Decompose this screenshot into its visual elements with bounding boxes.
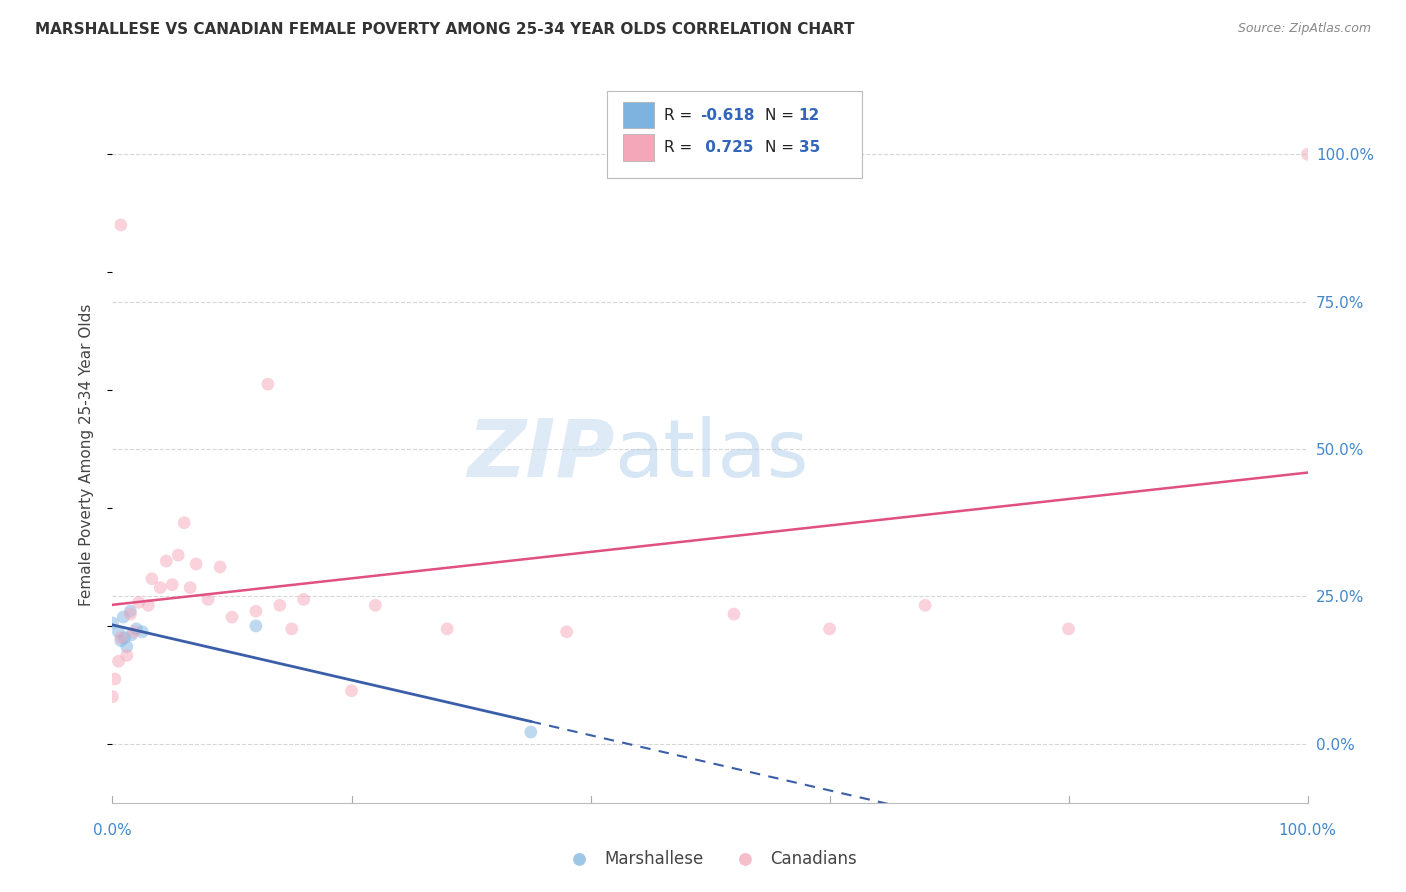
Point — [149, 581, 172, 595]
Text: ZIP: ZIP — [467, 416, 614, 494]
Text: N =: N = — [765, 108, 799, 122]
Point — [520, 725, 543, 739]
Point — [122, 624, 145, 639]
Point — [167, 548, 190, 562]
Point — [364, 599, 387, 613]
Point — [208, 560, 231, 574]
Point — [104, 672, 127, 686]
Point — [179, 581, 201, 595]
Point — [112, 610, 135, 624]
Point — [436, 622, 458, 636]
Text: 35: 35 — [799, 140, 820, 154]
Legend: Marshallese, Canadians: Marshallese, Canadians — [557, 843, 863, 874]
Point — [1296, 147, 1319, 161]
Point — [101, 690, 124, 704]
Point — [110, 218, 132, 232]
Point — [107, 624, 129, 639]
Text: 0.725: 0.725 — [700, 140, 754, 154]
Point — [914, 599, 936, 613]
Text: R =: R = — [664, 140, 697, 154]
Text: -0.618: -0.618 — [700, 108, 755, 122]
Point — [131, 624, 153, 639]
Point — [110, 633, 132, 648]
Point — [723, 607, 745, 621]
Text: 12: 12 — [799, 108, 820, 122]
Point — [110, 631, 132, 645]
Point — [245, 619, 267, 633]
Point — [107, 654, 129, 668]
Point — [114, 631, 135, 645]
Text: 100.0%: 100.0% — [1278, 823, 1337, 838]
Text: N =: N = — [765, 140, 799, 154]
Text: 0.0%: 0.0% — [93, 823, 132, 838]
Point — [221, 610, 243, 624]
Point — [269, 599, 291, 613]
Point — [257, 377, 280, 392]
Point — [141, 572, 163, 586]
Point — [292, 592, 315, 607]
Point — [155, 554, 177, 568]
Point — [340, 683, 363, 698]
Text: R =: R = — [664, 108, 697, 122]
Point — [1057, 622, 1080, 636]
Point — [120, 607, 142, 621]
Text: atlas: atlas — [614, 416, 808, 494]
Text: Source: ZipAtlas.com: Source: ZipAtlas.com — [1237, 22, 1371, 36]
Point — [120, 604, 142, 618]
Point — [197, 592, 219, 607]
Point — [281, 622, 304, 636]
Point — [162, 577, 183, 591]
Point — [818, 622, 841, 636]
Point — [245, 604, 267, 618]
Point — [101, 615, 124, 630]
Point — [115, 648, 138, 663]
Text: MARSHALLESE VS CANADIAN FEMALE POVERTY AMONG 25-34 YEAR OLDS CORRELATION CHART: MARSHALLESE VS CANADIAN FEMALE POVERTY A… — [35, 22, 855, 37]
Point — [128, 595, 150, 609]
Point — [125, 622, 148, 636]
Point — [138, 599, 160, 613]
Point — [121, 628, 143, 642]
Y-axis label: Female Poverty Among 25-34 Year Olds: Female Poverty Among 25-34 Year Olds — [79, 304, 94, 606]
Point — [173, 516, 195, 530]
Point — [555, 624, 578, 639]
Point — [186, 557, 208, 571]
Point — [115, 640, 138, 654]
